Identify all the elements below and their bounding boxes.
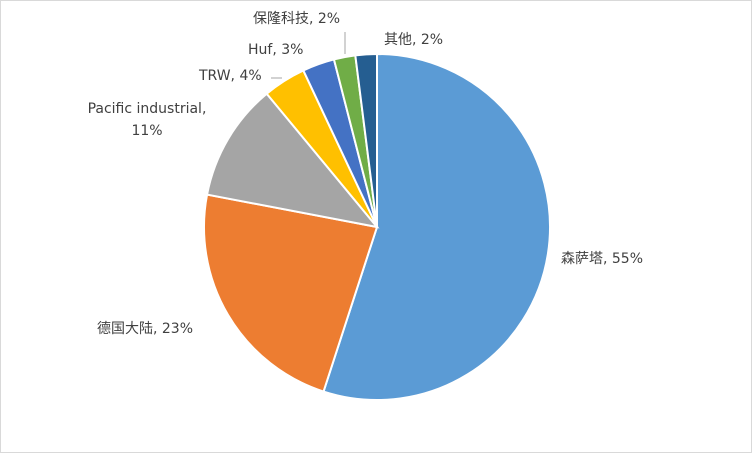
- slice-data-label: Huf, 3%: [248, 42, 303, 58]
- pie-slice: [202, 193, 379, 393]
- pie-slice: [354, 52, 378, 228]
- slice-data-label: 德国大陆, 23%: [97, 321, 193, 337]
- pie-slice: [205, 92, 380, 229]
- slice-data-label-line: Pacific industrial,: [88, 101, 207, 117]
- slice-data-label: 其他, 2%: [384, 32, 443, 48]
- leader-lines: [271, 32, 346, 79]
- data-labels: 森萨塔, 55% 德国大陆, 23% Pacific industrial, 11% T…: [88, 11, 643, 337]
- pie-slice: [322, 52, 552, 401]
- slice-data-label: TRW, 4%: [198, 68, 262, 84]
- slice-data-label-line: 11%: [131, 123, 162, 139]
- pie-slices: [202, 52, 552, 401]
- slice-data-label: Pacific industrial, 11%: [88, 101, 207, 139]
- slice-data-label: 森萨塔, 55%: [561, 251, 643, 267]
- slice-data-label: 保隆科技, 2%: [253, 11, 340, 27]
